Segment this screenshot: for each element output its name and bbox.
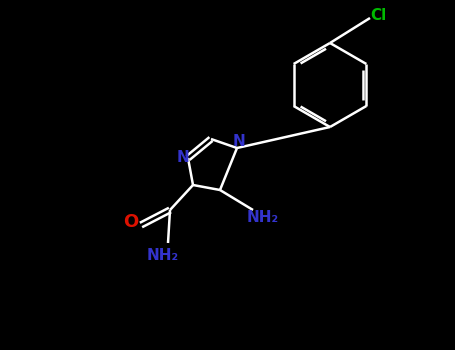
Text: N: N	[177, 150, 189, 166]
Text: O: O	[123, 213, 139, 231]
Text: Cl: Cl	[370, 7, 386, 22]
Text: NH₂: NH₂	[147, 247, 179, 262]
Text: NH₂: NH₂	[247, 210, 279, 225]
Text: N: N	[233, 133, 245, 148]
